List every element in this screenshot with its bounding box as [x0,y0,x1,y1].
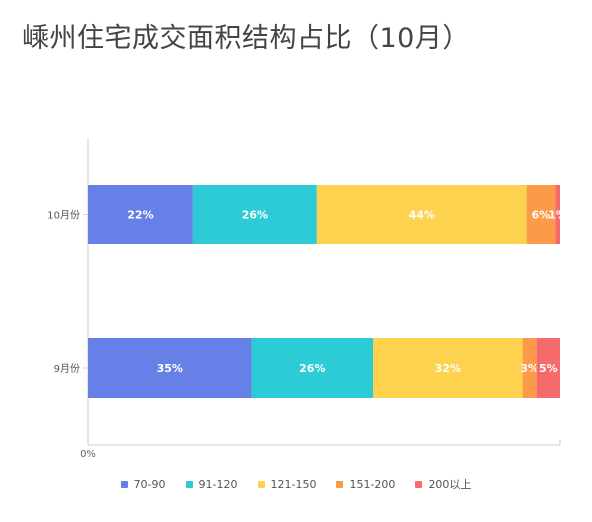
data-label: 5% [539,362,558,375]
chart-legend: 70-90 91-120 121-150 151-200 200以上 [0,476,592,492]
data-label: 1% [548,209,567,222]
category-label: 10月份 [47,210,80,222]
legend-item: 91-120 [185,476,238,492]
bar-segment [192,185,317,244]
data-label: 26% [242,209,268,222]
legend-swatch [120,480,128,488]
data-label: 32% [435,362,461,375]
bar-segment [88,338,252,398]
data-label: 6% [532,209,551,222]
legend-item: 70-90 [120,476,166,492]
data-label: 44% [409,209,435,222]
legend-label: 70-90 [133,477,166,491]
x-tick-label: 0% [80,449,96,460]
data-label: 26% [299,362,325,375]
bar-segment [526,185,556,244]
legend-item: 200以上 [415,476,471,492]
legend-swatch [257,480,265,488]
legend-label: 151-200 [349,477,396,491]
data-label: 35% [157,362,183,375]
bar-segment [555,185,560,244]
bar-segment [536,338,560,398]
legend-swatch [185,480,193,488]
bar-segment [251,338,374,398]
bar-segment [522,338,537,398]
bar-segment [316,185,527,244]
legend-item: 121-150 [257,476,317,492]
legend-label: 200以上 [428,478,472,491]
chart-title: 嵊州住宅成交面积结构占比（10月） [22,23,470,54]
legend-swatch [336,480,344,488]
data-label: 22% [127,209,153,222]
legend-swatch [415,480,423,488]
legend-item: 151-200 [336,476,395,492]
bar-segment [88,185,193,244]
bar-segment [373,338,523,398]
category-label: 9月份 [54,363,80,375]
legend-label: 121-150 [270,477,317,491]
legend-label: 91-120 [198,477,238,491]
data-label: 3% [520,362,539,375]
